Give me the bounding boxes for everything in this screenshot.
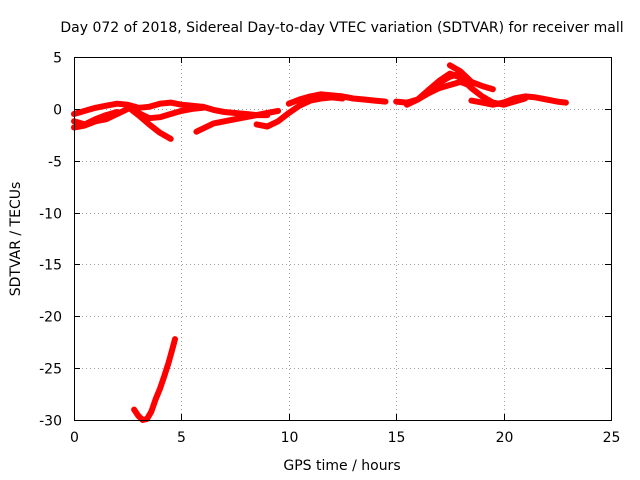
y-tick-label: -20 (39, 310, 62, 326)
x-axis-label: GPS time / hours (283, 458, 400, 474)
grid-layer (74, 57, 611, 420)
y-tick-label: -10 (39, 207, 62, 223)
x-tick-label: 5 (177, 430, 186, 446)
x-tick-label: 20 (496, 430, 514, 446)
x-tick-label: 25 (603, 430, 621, 446)
chart-title: Day 072 of 2018, Sidereal Day-to-day VTE… (60, 20, 623, 36)
plot-frame (74, 57, 612, 421)
tick-layer: 0 5 10 15 20 25 5 0 -5 -10 -15 -20 -25 -30 (39, 51, 620, 447)
y-tick-label: -30 (39, 414, 62, 430)
series-line-arc-4 (124, 103, 174, 142)
series-line-arc-1 (71, 99, 206, 117)
y-tick-label: -25 (39, 362, 62, 378)
x-tick-label: 10 (281, 430, 299, 446)
y-tick-label: -15 (39, 258, 62, 274)
y-tick-label: -5 (48, 155, 62, 171)
series-line-arc-5 (135, 104, 206, 122)
series-line-arc-9 (285, 91, 389, 107)
x-tick-label: 0 (70, 430, 79, 446)
x-tick-label: 15 (388, 430, 406, 446)
y-axis-label: SDTVAR / TECUs (8, 182, 24, 297)
y-tick-label: 0 (53, 103, 62, 119)
y-tick-label: 5 (53, 51, 62, 67)
series-line-arc-13 (446, 62, 496, 93)
series-line-arc-3 (71, 109, 120, 128)
series-layer (71, 62, 569, 423)
series-line-arc-14 (468, 93, 569, 108)
series-line-arc-15 (131, 336, 178, 423)
series-line-arc-7 (199, 103, 271, 119)
